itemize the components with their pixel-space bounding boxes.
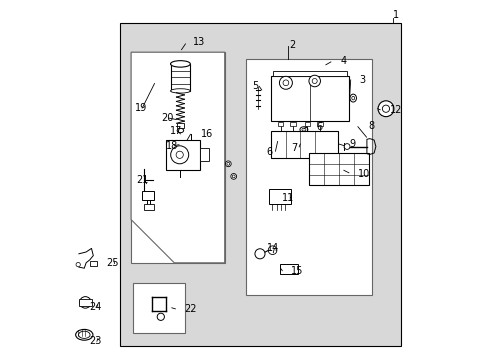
Text: 14: 14 [266,243,279,253]
Text: 16: 16 [200,129,212,139]
Bar [177,123,183,127]
Text: 7: 7 [291,143,297,153]
Bar [271,76,348,121]
Circle shape [232,175,235,178]
Text: 11: 11 [282,193,294,203]
Ellipse shape [283,138,291,143]
Text: 12: 12 [389,105,402,115]
Bar [131,52,224,263]
Circle shape [382,105,389,112]
Circle shape [268,246,276,255]
Circle shape [283,80,288,86]
Circle shape [225,161,231,167]
Text: 6: 6 [266,147,272,157]
Text: 4: 4 [340,56,346,66]
Text: 20: 20 [161,113,173,123]
Text: 17: 17 [169,126,182,136]
Bar [246,59,371,295]
Circle shape [344,144,349,149]
Bar [271,131,337,158]
Bar [143,204,153,210]
Bar [317,122,322,126]
Ellipse shape [79,331,90,338]
Bar [166,140,200,170]
Text: 2: 2 [288,40,295,50]
Text: 5: 5 [251,81,258,91]
Circle shape [254,249,264,259]
Text: 23: 23 [89,336,101,346]
Text: 21: 21 [136,175,148,185]
Circle shape [311,78,317,84]
Bar [279,264,297,274]
Circle shape [80,297,91,308]
Circle shape [308,75,320,87]
Bar [304,122,310,126]
Text: 15: 15 [291,266,303,276]
Bar [142,191,154,200]
Circle shape [230,174,236,179]
Text: 10: 10 [357,168,369,179]
Circle shape [170,146,188,164]
Text: 22: 22 [184,304,197,314]
Text: 6: 6 [316,122,322,132]
Circle shape [279,76,292,89]
Text: 18: 18 [166,141,178,151]
Ellipse shape [272,141,280,147]
Ellipse shape [177,128,183,132]
Bar [200,148,209,161]
Circle shape [83,300,87,305]
Text: 9: 9 [349,139,355,149]
Text: 1: 1 [392,10,398,21]
Circle shape [157,313,164,320]
Ellipse shape [170,60,190,67]
Text: 8: 8 [367,121,373,131]
Circle shape [226,162,229,165]
Bar [79,299,92,306]
Circle shape [176,151,183,158]
Ellipse shape [170,89,190,93]
Bar [170,64,190,91]
Bar [289,122,295,126]
Bar [268,189,290,204]
Ellipse shape [76,329,93,340]
Bar [309,153,368,185]
Ellipse shape [351,96,354,100]
Bar [90,261,97,266]
Bar [120,23,400,346]
Bar [277,122,283,126]
Circle shape [76,262,80,267]
Ellipse shape [274,143,278,145]
Text: 25: 25 [106,258,119,268]
Ellipse shape [299,127,307,132]
Text: 13: 13 [193,37,205,47]
Text: 19: 19 [135,103,147,113]
Ellipse shape [285,139,289,142]
Ellipse shape [349,94,356,102]
Ellipse shape [301,128,305,131]
Bar [133,283,185,333]
Polygon shape [131,52,224,263]
Bar [273,71,346,76]
Text: 24: 24 [89,302,101,312]
Circle shape [377,101,393,117]
Text: 3: 3 [359,75,365,85]
